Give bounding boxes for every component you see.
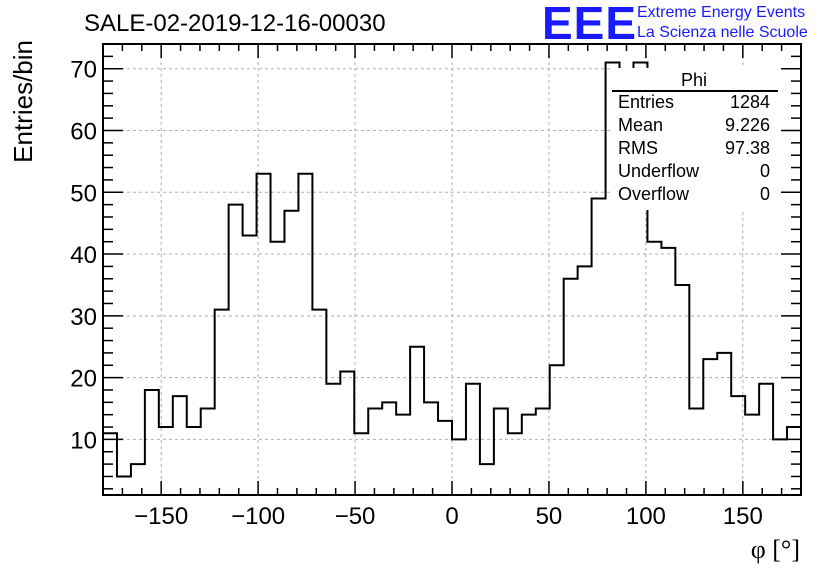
y-tick-label: 50 bbox=[70, 180, 97, 207]
stats-value: 97.38 bbox=[724, 138, 770, 158]
stats-title: Phi bbox=[680, 70, 707, 90]
x-tick-label: 100 bbox=[626, 503, 666, 530]
y-tick-label: 70 bbox=[70, 57, 97, 84]
x-tick-label: −50 bbox=[335, 503, 376, 530]
x-tick-labels: −150 −100 −50 0 50 100 150 bbox=[134, 503, 763, 530]
stats-key: Mean bbox=[618, 115, 664, 135]
x-axis-label: φ [°] bbox=[751, 535, 800, 564]
stats-key: RMS bbox=[618, 138, 658, 158]
y-tick-label: 20 bbox=[70, 366, 97, 393]
stats-row-entries: Entries 1284 bbox=[618, 92, 770, 114]
axis-ticks bbox=[102, 43, 802, 495]
y-tick-label: 10 bbox=[70, 427, 97, 454]
y-tick-label: 40 bbox=[70, 242, 97, 269]
stats-row-overflow: Overflow 0 bbox=[618, 184, 770, 206]
stats-value: 0 bbox=[759, 184, 770, 204]
stats-box: Phi Entries 1284 Mean 9.226 RMS 97.38 Un… bbox=[610, 68, 778, 210]
x-tick-label: −150 bbox=[134, 503, 188, 530]
stats-row-underflow: Underflow 0 bbox=[618, 161, 770, 183]
brand-line-2: La Scienza nelle Scuole bbox=[637, 24, 808, 41]
y-tick-label: 30 bbox=[70, 304, 97, 331]
chart-title: SALE-02-2019-12-16-00030 bbox=[84, 10, 386, 37]
stats-row-mean: Mean 9.226 bbox=[618, 115, 770, 137]
grid-lines bbox=[103, 44, 801, 495]
x-tick-label: 50 bbox=[536, 503, 563, 530]
stats-key: Overflow bbox=[618, 184, 690, 204]
histogram-series-line bbox=[102, 61, 801, 495]
stats-key: Underflow bbox=[618, 161, 700, 181]
eee-logo: EEE bbox=[542, 0, 638, 49]
brand-block: EEE Extreme Energy Events La Scienza nel… bbox=[542, 0, 832, 49]
stats-value: 1284 bbox=[729, 92, 770, 112]
x-tick-label: 0 bbox=[445, 503, 458, 530]
y-tick-labels: 10 20 30 40 50 60 70 bbox=[70, 57, 97, 455]
x-tick-label: 150 bbox=[723, 503, 763, 530]
stats-divider bbox=[612, 90, 778, 92]
stats-value: 9.226 bbox=[724, 115, 770, 135]
stats-row-rms: RMS 97.38 bbox=[618, 138, 770, 160]
stats-key: Entries bbox=[618, 92, 675, 112]
y-tick-label: 60 bbox=[70, 118, 97, 145]
x-tick-label: −100 bbox=[231, 503, 285, 530]
brand-line-1: Extreme Energy Events bbox=[637, 4, 806, 21]
y-axis-label: Entries/bin bbox=[8, 40, 38, 163]
stats-value: 0 bbox=[759, 161, 770, 181]
